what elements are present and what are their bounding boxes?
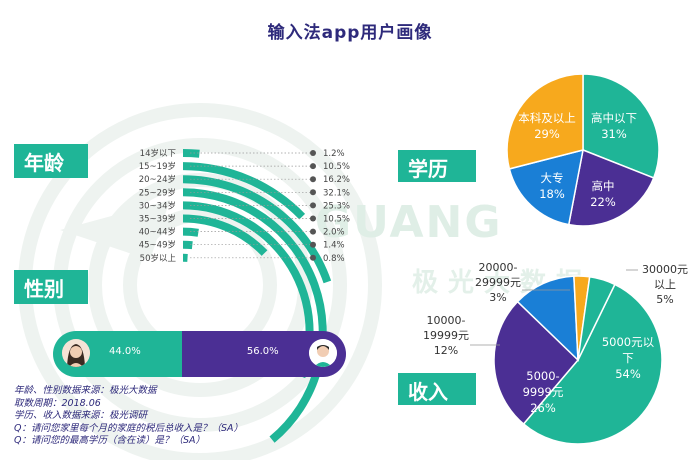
education-slice-label: 29% bbox=[534, 127, 560, 141]
income-external-label: 3% bbox=[489, 291, 506, 304]
income-slice bbox=[516, 275, 579, 362]
education-slice bbox=[508, 148, 584, 226]
education-slice bbox=[582, 73, 660, 179]
note-line: Q：请问您家里每个月的家庭的税后总收入是？（SA） bbox=[14, 422, 244, 434]
income-slice-label: 9999元 bbox=[523, 385, 564, 399]
age-value-label: 1.2% bbox=[323, 149, 345, 159]
age-arc-bar bbox=[183, 162, 306, 220]
education-slice bbox=[567, 148, 655, 227]
note-line: 学历、收入数据来源：极光调研 bbox=[14, 410, 148, 421]
education-section-label: 学历 bbox=[398, 150, 476, 182]
income-slice-label: 26% bbox=[530, 401, 556, 415]
age-arc-bar bbox=[183, 149, 200, 158]
male-avatar-icon bbox=[309, 339, 337, 367]
age-dot bbox=[310, 189, 316, 196]
income-external-label: 29999元 bbox=[475, 276, 521, 289]
education-slice-label: 31% bbox=[601, 127, 627, 141]
age-dot bbox=[310, 202, 316, 209]
income-slice bbox=[577, 275, 616, 361]
age-category-label: 45~49岁 bbox=[139, 240, 176, 251]
age-value-label: 32.1% bbox=[323, 188, 350, 198]
page-title: 输入法app用户画像 bbox=[267, 23, 433, 43]
education-slice-label: 18% bbox=[539, 187, 565, 201]
income-external-label: 12% bbox=[434, 344, 458, 357]
income-external-label: 10000- bbox=[427, 314, 466, 327]
female-value: 44.0% bbox=[109, 346, 141, 357]
age-value-label: 10.5% bbox=[323, 162, 350, 172]
age-value-label: 0.8% bbox=[323, 254, 345, 264]
age-dot bbox=[310, 176, 316, 183]
income-external-label: 5% bbox=[656, 293, 673, 306]
income-external-label: 20000- bbox=[479, 261, 518, 274]
age-dot bbox=[310, 228, 316, 235]
female-avatar-icon bbox=[62, 339, 90, 367]
age-value-label: 10.5% bbox=[323, 215, 350, 225]
age-dot bbox=[310, 254, 316, 261]
education-slice-label: 22% bbox=[590, 195, 616, 209]
income-slice-label: 5000- bbox=[526, 369, 559, 383]
income-external-label: 30000元 bbox=[642, 263, 688, 276]
income-slice-label: 54% bbox=[615, 367, 641, 381]
education-slice-label: 高中 bbox=[592, 179, 615, 193]
gender-section-label: 性别 bbox=[14, 270, 88, 304]
age-category-label: 20~24岁 bbox=[139, 174, 176, 185]
age-dot bbox=[310, 163, 316, 170]
watermark-brand: GUANG bbox=[315, 197, 503, 248]
note-line: Q：请问您的最高学历（含在读）是？（SA） bbox=[14, 435, 206, 446]
income-slice bbox=[493, 300, 580, 426]
age-value-label: 2.0% bbox=[323, 228, 345, 238]
education-slice-label: 本科及以上 bbox=[518, 111, 576, 125]
education-slice-label: 大专 bbox=[541, 171, 564, 185]
age-category-label: 40~44岁 bbox=[139, 227, 176, 238]
age-value-label: 1.4% bbox=[323, 241, 345, 251]
income-slice bbox=[522, 283, 663, 445]
age-dot bbox=[310, 215, 316, 222]
age-category-label: 15~19岁 bbox=[139, 161, 176, 172]
age-category-label: 50岁以上 bbox=[140, 253, 177, 264]
gender-bar: 44.0% 56.0% bbox=[53, 331, 346, 377]
age-dot bbox=[310, 241, 316, 248]
age-arc-bar bbox=[183, 253, 188, 262]
male-value: 56.0% bbox=[246, 346, 279, 357]
age-arc-bar bbox=[183, 175, 332, 284]
source-notes: 年龄、性别数据来源：极光大数据 取数周期：2018.06 学历、收入数据来源：极… bbox=[14, 385, 243, 448]
age-dot bbox=[310, 150, 316, 156]
income-slice-label: 5000元以 bbox=[602, 335, 655, 349]
age-value-label: 16.2% bbox=[323, 175, 350, 185]
income-external-label: 以上 bbox=[654, 278, 676, 291]
age-value-label: 25.3% bbox=[323, 201, 350, 211]
age-arc-bar bbox=[183, 227, 199, 237]
age-arc-bar bbox=[183, 240, 193, 250]
age-category-label: 14岁以下 bbox=[140, 148, 177, 159]
education-slice bbox=[506, 73, 584, 170]
age-section-label: 年龄 bbox=[14, 144, 88, 178]
note-line: 取数周期：2018.06 bbox=[14, 397, 101, 409]
income-slice-label: 下 bbox=[622, 351, 634, 365]
education-slice-label: 高中以下 bbox=[591, 111, 637, 125]
age-category-label: 35~39岁 bbox=[139, 214, 176, 225]
income-section-label: 收入 bbox=[398, 373, 476, 405]
note-line: 年龄、性别数据来源：极光大数据 bbox=[14, 385, 157, 396]
income-external-label: 19999元 bbox=[423, 329, 469, 342]
age-category-label: 25~29岁 bbox=[139, 187, 176, 198]
age-category-label: 30~34岁 bbox=[139, 200, 176, 211]
